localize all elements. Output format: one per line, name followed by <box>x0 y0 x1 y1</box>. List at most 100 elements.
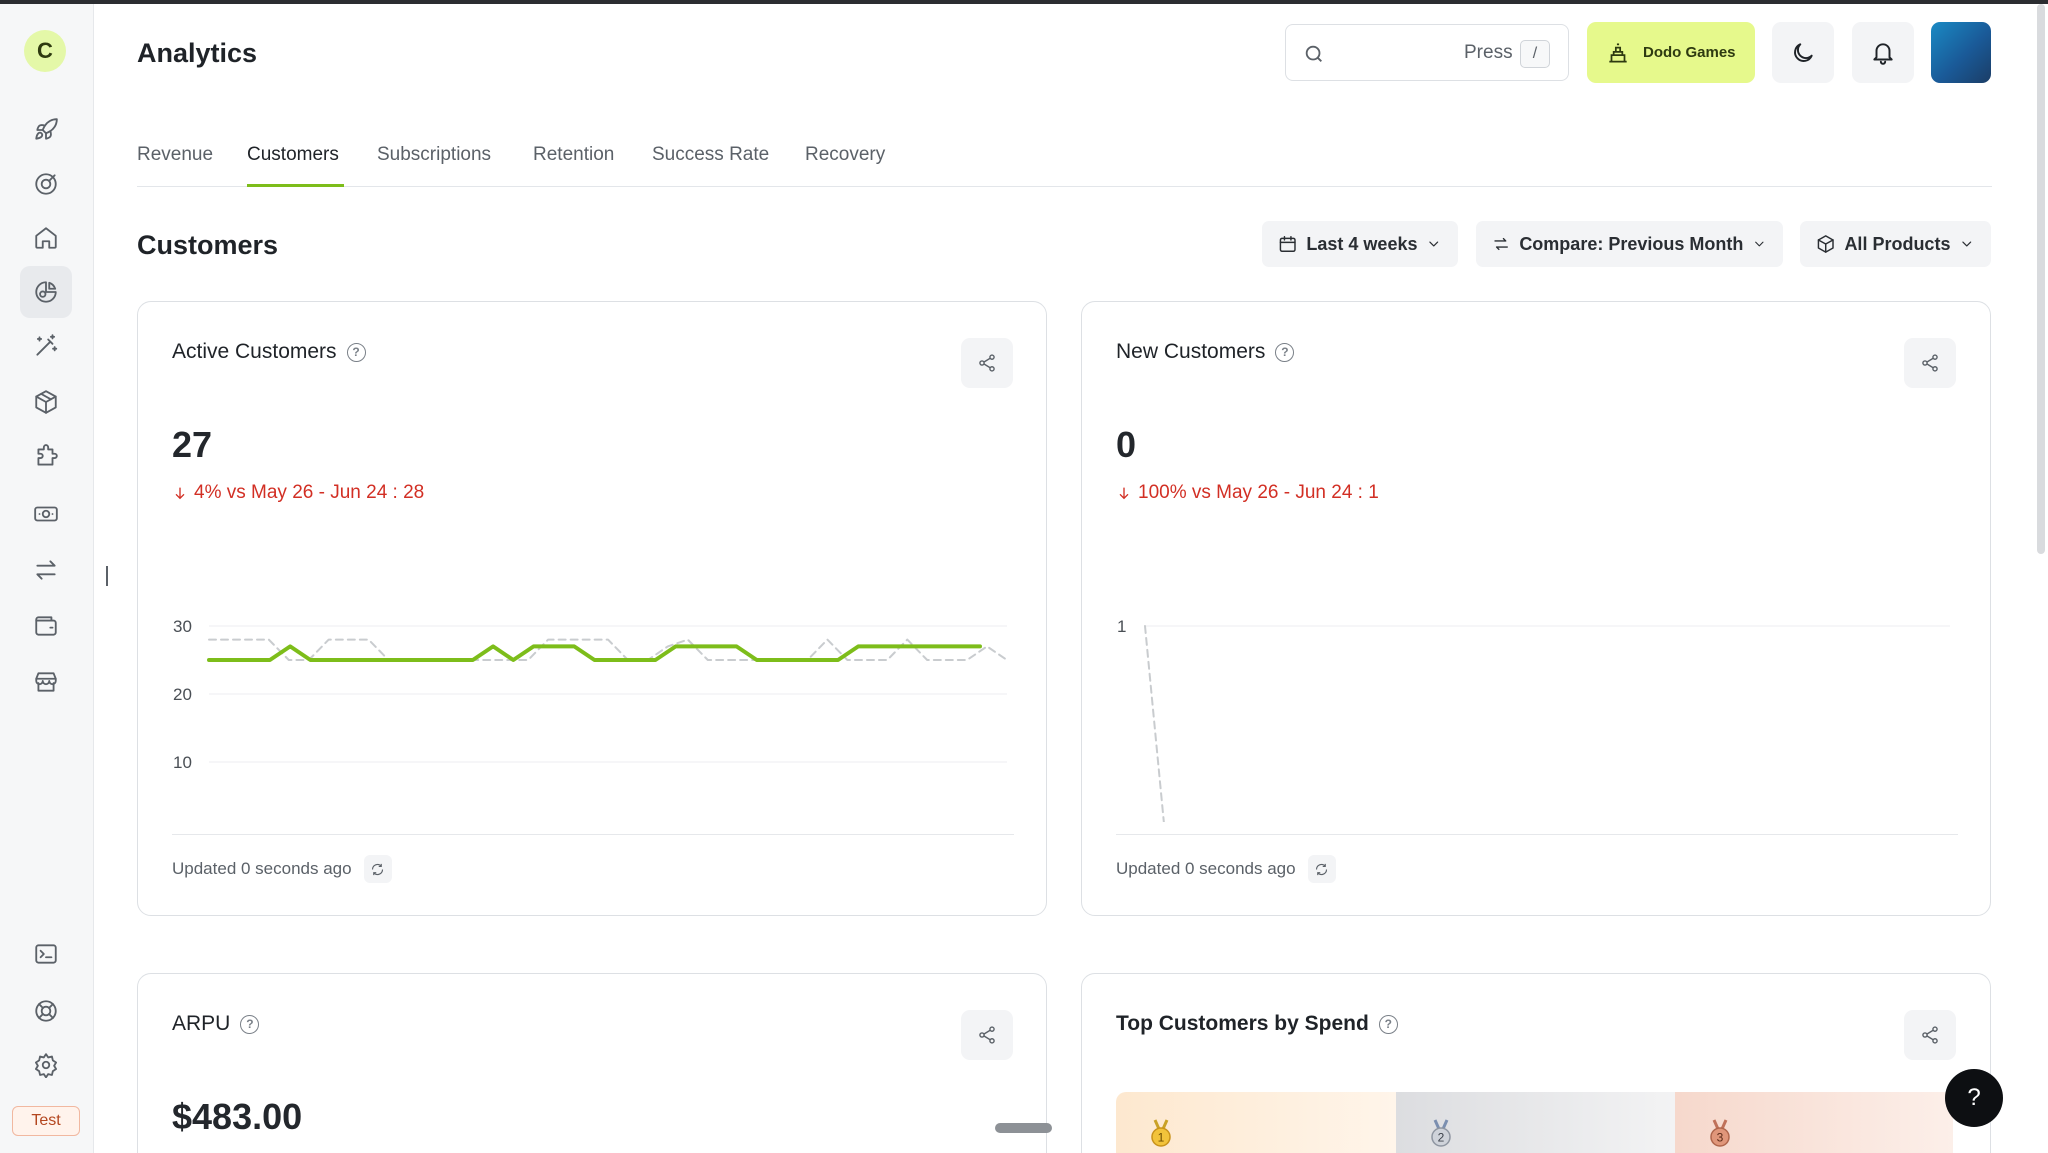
sidebar: C Test <box>0 4 94 1153</box>
store-icon <box>35 672 57 692</box>
y-tick-label: 20 <box>173 685 192 704</box>
updated-status: Updated 0 seconds ago <box>1116 855 1336 883</box>
y-tick-label: 0 <box>173 821 182 822</box>
search-hint: Press <box>1464 42 1513 63</box>
svg-text:3: 3 <box>1717 1131 1724 1145</box>
top-customers-title: Top Customers by Spend <box>1116 1012 1369 1035</box>
theme-toggle-button[interactable] <box>1772 22 1834 83</box>
chevron-down-icon <box>1755 241 1764 247</box>
silver-medal-icon: 2 <box>1431 1119 1451 1147</box>
active-customers-value: 27 <box>172 424 213 465</box>
updated-text: Updated 0 seconds ago <box>172 859 352 878</box>
comparison-series-line <box>1144 625 1165 822</box>
sidebar-item-integrations[interactable] <box>20 431 72 483</box>
test-mode-badge[interactable]: Test <box>12 1106 80 1136</box>
sidebar-item-payments[interactable] <box>20 488 72 540</box>
calendar-icon <box>1279 235 1296 253</box>
top-customer-second[interactable]: 2 <box>1396 1092 1675 1153</box>
help-chat-button[interactable]: ? <box>1945 1069 2003 1127</box>
avatar[interactable] <box>1931 22 1991 83</box>
products-filter-label: All Products <box>1844 233 1951 254</box>
card-title: Top Customers by Spend ? <box>1116 1012 1398 1036</box>
sidebar-item-support[interactable] <box>20 985 72 1037</box>
rocket-icon <box>35 118 58 140</box>
comparison-series-line <box>208 638 1008 661</box>
horizontal-scroll-indicator[interactable] <box>995 1123 1052 1133</box>
sidebar-resize-handle[interactable] <box>106 566 108 586</box>
top-customers-card: Top Customers by Spend ? 1 2 3 <box>1081 973 1991 1153</box>
share-button[interactable] <box>1904 338 1956 388</box>
bell-icon <box>1873 42 1893 65</box>
new-customers-delta-text: 100% vs May 26 - Jun 24 : 1 <box>1138 482 1379 503</box>
banknote-icon <box>34 506 58 522</box>
tab-success-rate[interactable]: Success Rate <box>652 144 770 165</box>
sidebar-item-settings[interactable] <box>20 1039 72 1091</box>
sidebar-item-transactions[interactable] <box>20 544 72 596</box>
y-tick-label: 0 <box>1117 821 1126 822</box>
analytics-icon <box>35 281 57 303</box>
refresh-button[interactable] <box>1307 855 1336 883</box>
y-tick-label: 1 <box>1117 617 1126 636</box>
refresh-icon <box>1316 863 1328 875</box>
active-customers-chart: 0102030Jun 27Jun 24 <box>173 617 1008 822</box>
package-icon <box>35 390 57 414</box>
top-customer-first[interactable]: 1 <box>1116 1092 1396 1153</box>
divider <box>1116 834 1958 835</box>
compare-filter[interactable]: Compare: Previous Month <box>1476 221 1783 267</box>
sidebar-item-target[interactable] <box>20 158 72 210</box>
help-icon[interactable]: ? <box>240 1014 260 1034</box>
home-icon <box>35 227 57 249</box>
workspace-logo[interactable]: C <box>24 30 66 72</box>
tab-retention[interactable]: Retention <box>533 144 615 165</box>
sidebar-item-magic[interactable] <box>20 320 72 372</box>
target-icon <box>35 173 57 195</box>
sidebar-item-products[interactable] <box>20 376 72 428</box>
chevron-down-icon <box>1962 241 1972 247</box>
tab-recovery[interactable]: Recovery <box>805 144 886 165</box>
arpu-value: $483.00 <box>172 1096 303 1137</box>
compare-arrows-icon <box>1494 237 1508 251</box>
compare-filter-label: Compare: Previous Month <box>1519 233 1744 254</box>
new-customers-delta: 100% vs May 26 - Jun 24 : 1 <box>1116 482 1379 504</box>
tab-revenue[interactable]: Revenue <box>137 144 214 165</box>
tab-subscriptions[interactable]: Subscriptions <box>377 144 492 165</box>
card-title: ARPU ? <box>172 1012 260 1036</box>
help-icon[interactable]: ? <box>1275 342 1295 362</box>
period-filter[interactable]: Last 4 weeks <box>1262 221 1458 267</box>
wallet-icon <box>35 616 57 636</box>
business-switcher-button[interactable]: Dodo Games <box>1587 22 1755 83</box>
refresh-icon <box>372 863 384 875</box>
sidebar-item-home[interactable] <box>20 212 72 264</box>
products-filter[interactable]: All Products <box>1800 221 1991 267</box>
refresh-button[interactable] <box>363 855 392 883</box>
share-button[interactable] <box>1904 1010 1956 1060</box>
new-customers-title: New Customers <box>1116 340 1266 363</box>
sidebar-item-rocket[interactable] <box>20 104 72 156</box>
active-customers-delta: 4% vs May 26 - Jun 24 : 28 <box>172 482 424 504</box>
search-input[interactable]: Press / <box>1285 24 1569 81</box>
current-series-line <box>207 644 982 662</box>
svg-text:1: 1 <box>1158 1131 1165 1145</box>
share-icon <box>979 1026 995 1044</box>
sidebar-item-developer[interactable] <box>20 928 72 980</box>
sidebar-item-wallet[interactable] <box>20 600 72 652</box>
search-shortcut-key: / <box>1520 40 1550 68</box>
puzzle-icon <box>37 444 58 466</box>
help-icon[interactable]: ? <box>1378 1014 1398 1034</box>
share-button[interactable] <box>961 1010 1013 1060</box>
active-customers-delta-text: 4% vs May 26 - Jun 24 : 28 <box>194 482 425 503</box>
package-icon <box>1817 235 1834 253</box>
tab-customers[interactable]: Customers <box>247 144 339 165</box>
share-button[interactable] <box>961 338 1013 388</box>
search-icon <box>1305 45 1322 62</box>
magic-wand-icon <box>36 334 58 356</box>
sidebar-item-store[interactable] <box>20 656 72 708</box>
active-customers-title: Active Customers <box>172 340 337 363</box>
help-icon[interactable]: ? <box>346 342 366 362</box>
notifications-button[interactable] <box>1852 22 1914 83</box>
card-title: Active Customers ? <box>172 340 366 364</box>
sidebar-item-analytics[interactable] <box>20 266 72 318</box>
bronze-medal-icon: 3 <box>1710 1119 1730 1147</box>
vertical-scrollbar[interactable] <box>2037 4 2045 554</box>
top-customer-third[interactable]: 3 <box>1675 1092 1953 1153</box>
